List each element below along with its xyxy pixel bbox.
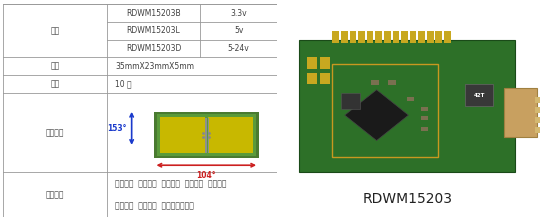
Text: 153°: 153° xyxy=(107,124,126,133)
Bar xyxy=(367,31,373,43)
Text: 天线方向: 天线方向 xyxy=(45,128,64,137)
Bar xyxy=(376,31,382,43)
Text: 10 米: 10 米 xyxy=(115,80,132,88)
Bar xyxy=(401,31,408,43)
Bar xyxy=(421,127,428,131)
Bar xyxy=(410,31,417,43)
Bar xyxy=(435,31,442,43)
Bar xyxy=(388,80,396,84)
Text: 5-24v: 5-24v xyxy=(228,44,249,53)
Bar xyxy=(208,116,253,153)
Text: 104°: 104° xyxy=(197,171,216,179)
Bar xyxy=(320,57,330,69)
Text: 3.3v: 3.3v xyxy=(230,9,247,18)
Bar xyxy=(392,31,399,43)
Bar xyxy=(535,117,540,123)
Bar xyxy=(307,57,317,69)
Text: 尺寸: 尺寸 xyxy=(50,62,59,71)
Bar xyxy=(371,80,379,84)
Bar xyxy=(157,114,256,156)
Bar xyxy=(535,127,540,133)
Text: 42T: 42T xyxy=(474,93,485,97)
Text: 型号: 型号 xyxy=(50,27,59,35)
Text: 入侵检测  电子厂牌  运动检测与计数: 入侵检测 电子厂牌 运动检测与计数 xyxy=(115,201,194,210)
Bar xyxy=(307,73,317,84)
Bar xyxy=(160,116,205,153)
Polygon shape xyxy=(345,90,408,141)
Text: 5v: 5v xyxy=(234,27,243,35)
Bar xyxy=(350,31,356,43)
Text: 距离: 距离 xyxy=(50,80,59,88)
Bar xyxy=(341,31,348,43)
Text: 智能家居  智能门禁  智能家居  显示屏幕  智能害虾: 智能家居 智能门禁 智能家居 显示屏幕 智能害虾 xyxy=(115,179,227,188)
Bar xyxy=(418,31,425,43)
Text: 应用产品: 应用产品 xyxy=(45,190,64,199)
Bar xyxy=(427,31,433,43)
Bar xyxy=(421,107,428,110)
Text: RDWM15203L: RDWM15203L xyxy=(127,27,181,35)
Bar xyxy=(535,97,540,103)
Bar xyxy=(320,73,330,84)
Bar xyxy=(465,84,493,106)
Text: RDWM15203D: RDWM15203D xyxy=(126,44,181,53)
Bar xyxy=(421,116,428,120)
Text: 35mmX23mmX5mm: 35mmX23mmX5mm xyxy=(115,62,194,71)
Bar xyxy=(444,31,451,43)
Bar xyxy=(341,93,360,109)
Bar xyxy=(299,40,515,172)
Bar xyxy=(332,64,438,157)
Text: RDWM15203B: RDWM15203B xyxy=(126,9,181,18)
Bar xyxy=(358,31,365,43)
Bar xyxy=(153,112,259,158)
Bar xyxy=(384,31,391,43)
Text: RDWM15203: RDWM15203 xyxy=(362,192,452,206)
Bar xyxy=(407,97,414,101)
Bar xyxy=(504,88,537,137)
Bar xyxy=(535,107,540,113)
Bar xyxy=(332,31,339,43)
